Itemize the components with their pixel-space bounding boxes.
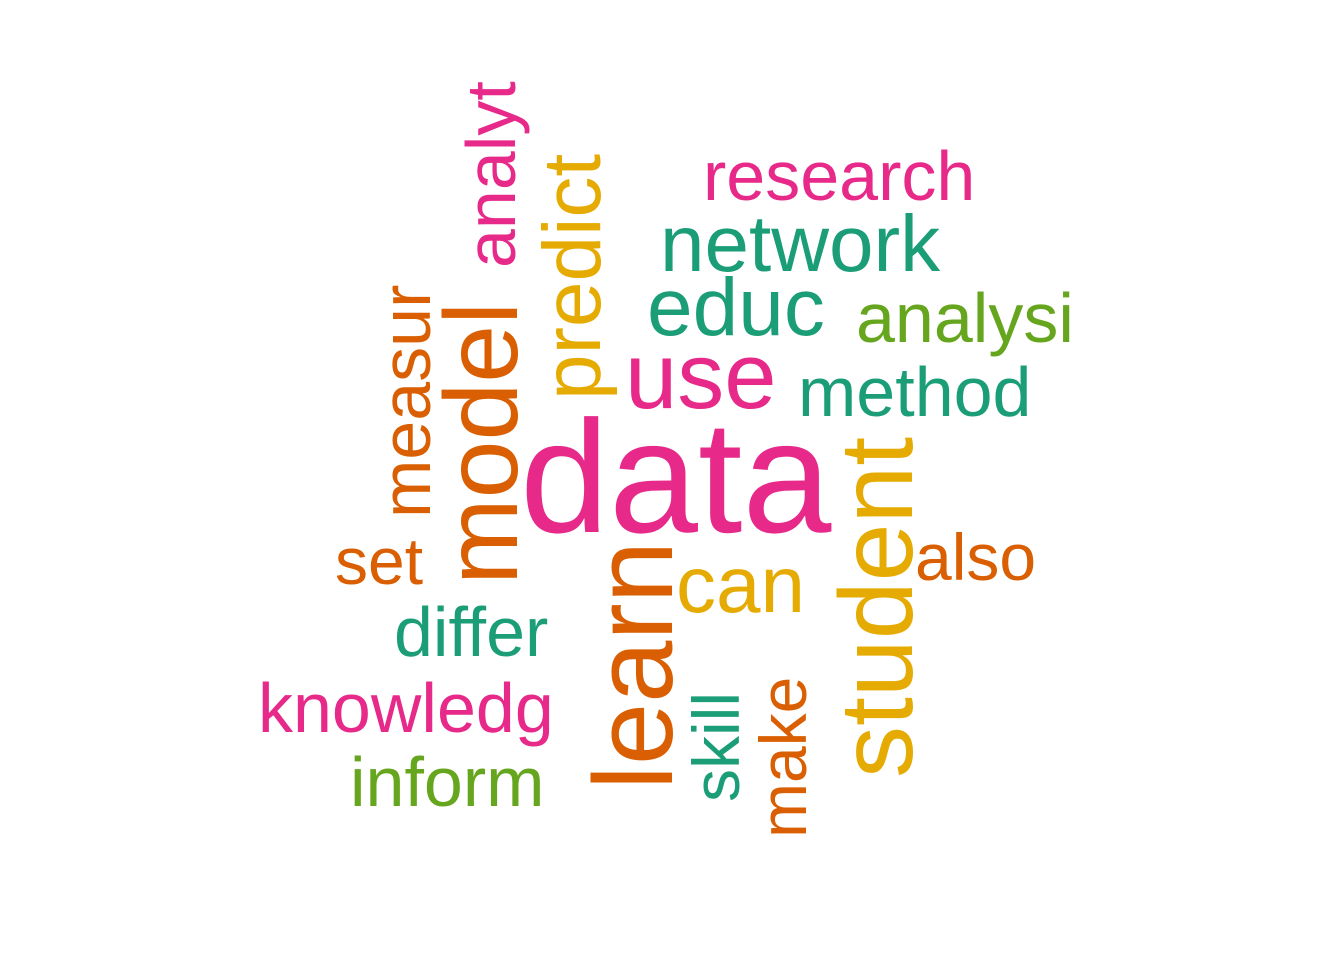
word-analysi: analysi <box>856 279 1074 357</box>
word-also: also <box>915 520 1036 594</box>
word-analyt: analyt <box>452 81 530 268</box>
word-inform: inform <box>350 743 544 821</box>
word-knowledg: knowledg <box>258 669 554 747</box>
word-model: model <box>424 302 540 585</box>
word-skill: skill <box>679 692 753 802</box>
word-predict: predict <box>527 154 618 400</box>
word-differ: differ <box>394 593 548 671</box>
word-set: set <box>335 524 423 598</box>
word-make: make <box>746 677 820 838</box>
word-learn: learn <box>571 541 696 790</box>
word-method: method <box>798 353 1031 431</box>
word-educ: educ <box>647 262 825 353</box>
word-use: use <box>625 323 777 428</box>
word-student: student <box>819 437 935 778</box>
word-research: research <box>703 137 975 215</box>
word-measur: measur <box>367 285 445 518</box>
word-can: can <box>676 540 805 629</box>
word-network: network <box>660 199 941 288</box>
word-data: data <box>520 387 831 566</box>
